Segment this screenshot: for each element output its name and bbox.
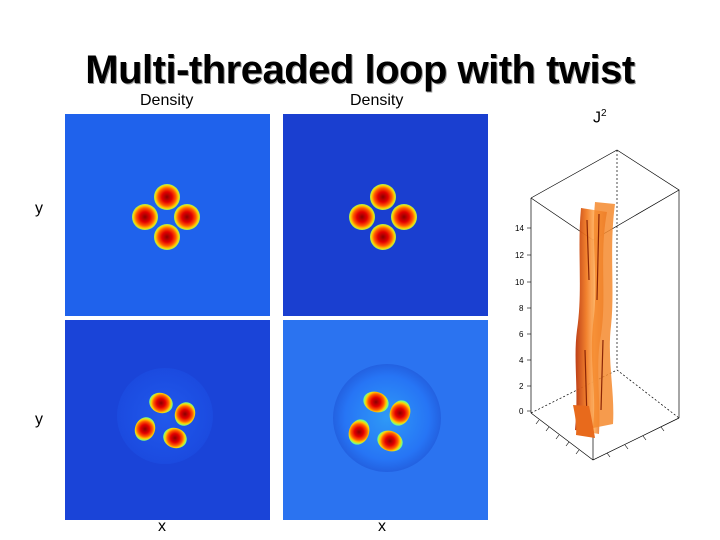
j2-3d-plot: 14 12 10 8 6 4 2 0 <box>515 149 680 461</box>
z-tick-label: 6 <box>519 330 524 339</box>
z-tick-label: 12 <box>515 251 524 260</box>
slide-title: Multi-threaded loop with twist <box>85 48 635 92</box>
j2-label: J2 <box>593 108 607 127</box>
density-blob <box>370 184 396 210</box>
density-panel-top-right <box>283 114 488 316</box>
density-blob <box>349 204 375 230</box>
y-axis-label-top: y <box>35 200 43 217</box>
z-tick-label: 8 <box>519 304 524 313</box>
density-ring <box>117 368 213 464</box>
density-ring <box>333 364 441 472</box>
density-panel-top-left <box>65 114 270 316</box>
density-label-right: Density <box>350 92 404 109</box>
z-tick-label: 10 <box>515 278 524 287</box>
density-blob <box>154 224 180 250</box>
density-blob <box>391 204 417 230</box>
z-tick-label: 2 <box>519 382 524 391</box>
x-axis-label-left: x <box>158 518 166 535</box>
density-panel-bottom-left <box>65 320 270 520</box>
y-axis-label-bottom: y <box>35 411 43 428</box>
z-tick-label: 14 <box>515 224 524 233</box>
j2-label-base: J <box>593 109 601 127</box>
density-blob <box>370 224 396 250</box>
density-label-left: Density <box>140 92 194 109</box>
z-tick-label: 0 <box>519 407 524 416</box>
density-blob <box>132 204 158 230</box>
density-blob <box>174 204 200 230</box>
j2-surface <box>573 202 615 438</box>
z-tick-label: 4 <box>519 356 524 365</box>
density-panel-bottom-right <box>283 320 488 520</box>
x-axis-label-right: x <box>378 518 386 535</box>
j2-label-superscript: 2 <box>601 108 607 119</box>
density-blob <box>154 184 180 210</box>
